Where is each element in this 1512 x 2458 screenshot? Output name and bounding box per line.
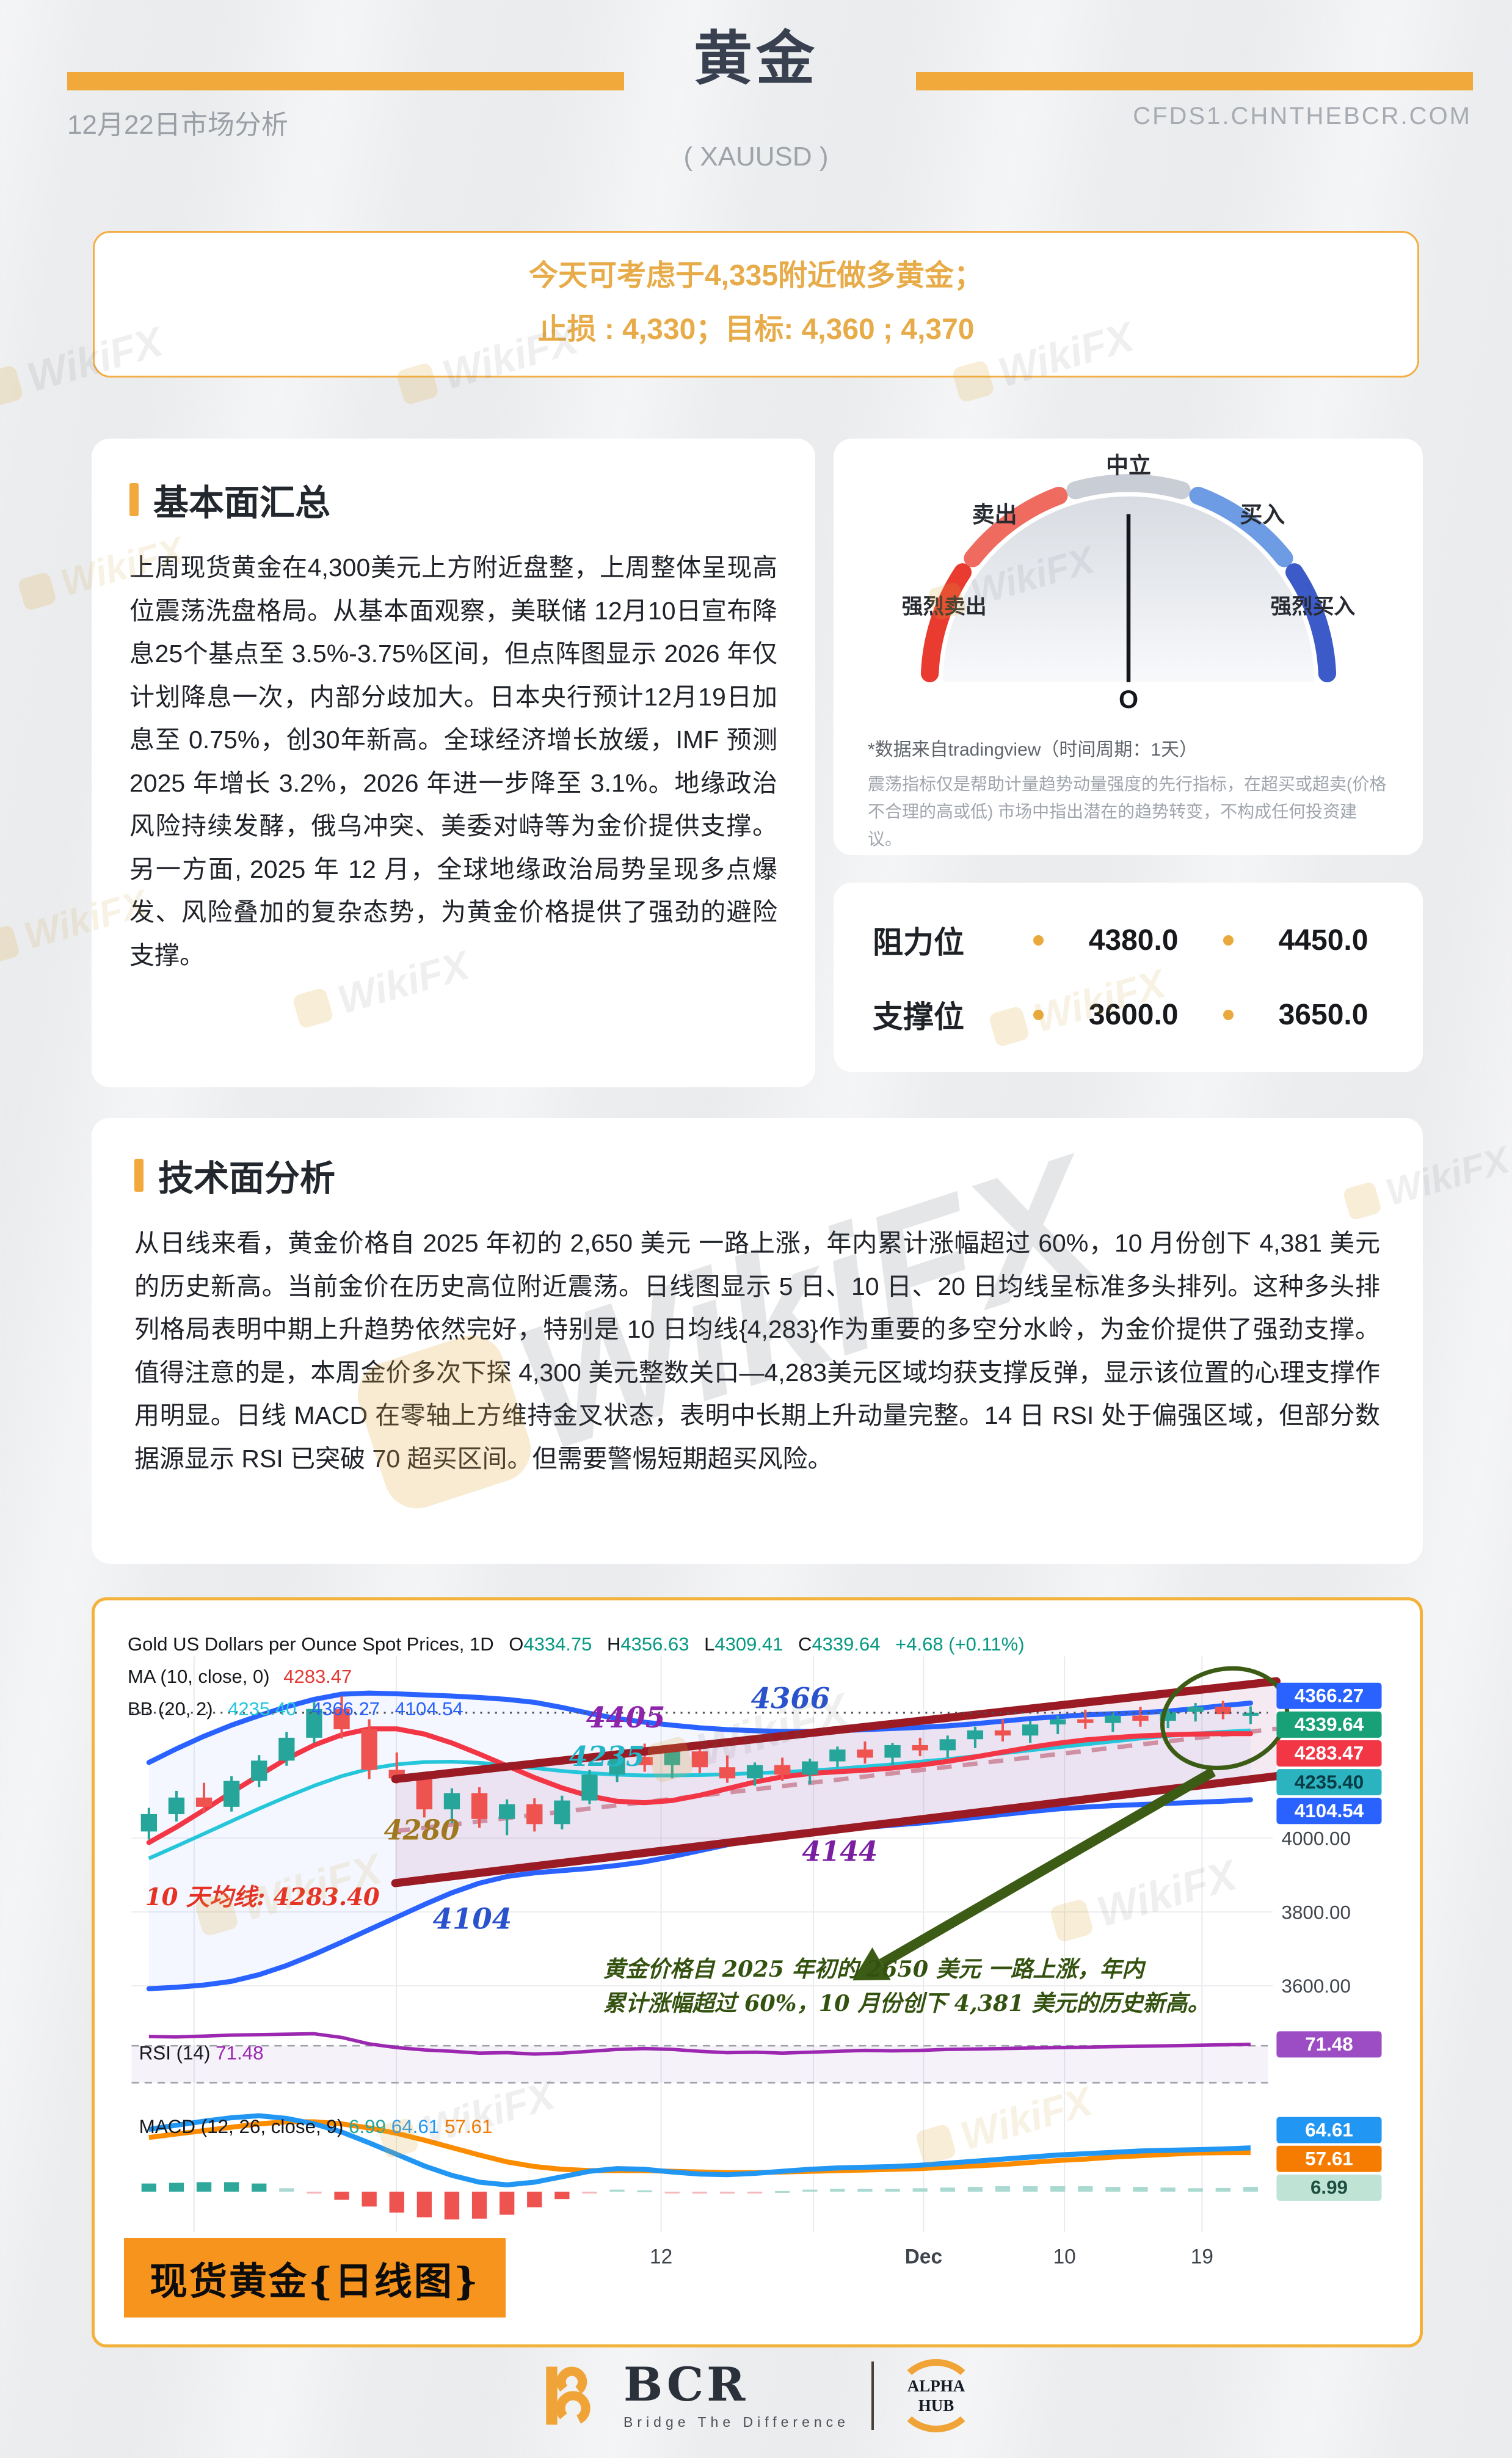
svg-text:黄金价格自 2025 年初的 2650 美元 一路上涨，年内: 黄金价格自 2025 年初的 2650 美元 一路上涨，年内 — [603, 1956, 1146, 1982]
fundamental-body: 上周现货黄金在4,300美元上方附近盘整，上周整体呈现高位震荡洗盘格局。从基本面… — [129, 553, 777, 969]
svg-text:64.61: 64.61 — [1305, 2118, 1353, 2140]
svg-text:6.99: 6.99 — [1310, 2176, 1348, 2198]
svg-text:10: 10 — [1053, 2245, 1076, 2268]
page-subtitle: ( XAUUSD ) — [683, 142, 829, 172]
resistance-value-1: 4380.0 — [1088, 924, 1179, 957]
gauge-arc-neutral — [1066, 474, 1191, 500]
bcr-brand-block: BCR Bridge The Difference — [623, 2361, 849, 2431]
wikifx-icon — [17, 571, 57, 611]
svg-text:4104: 4104 — [433, 1902, 512, 1936]
gauge-arc-strong-sell — [920, 563, 972, 683]
trade-advice-box: 今天可考虑于4,335附近做多黄金； 止损 : 4,330；目标: 4,360 … — [93, 231, 1419, 377]
header: 黄金 12月22日市场分析 CFDS1.CHNTHEBCR.COM ( XAUU… — [0, 0, 1512, 202]
svg-text:12: 12 — [650, 2245, 672, 2268]
svg-text:累计涨幅超过 60%，10 月份创下 4,381 美元的历史: 累计涨幅超过 60%，10 月份创下 4,381 美元的历史新高。 — [603, 1990, 1210, 2016]
support-value-2: 3650.0 — [1278, 998, 1368, 1031]
advice-line-1: 今天可考虑于4,335附近做多黄金； — [528, 260, 984, 292]
svg-text:4104.54: 4104.54 — [1295, 1800, 1364, 1822]
svg-text:71.48: 71.48 — [1305, 2033, 1353, 2055]
footer-divider — [871, 2361, 874, 2430]
fundamental-heading: 基本面汇总 — [153, 483, 331, 523]
bullet-dot-icon — [1223, 935, 1234, 946]
support-value-1: 3600.0 — [1088, 998, 1179, 1031]
svg-text:MACD (12, 26, close, 9) 6.99 6: MACD (12, 26, close, 9) 6.99 64.61 57.61 — [139, 2115, 493, 2137]
svg-text:4280: 4280 — [384, 1814, 460, 1846]
technical-heading-row: 技术面分析 — [134, 1150, 1380, 1201]
sentiment-gauge: O 中立 卖出 买入 强烈卖出 强烈买入 — [901, 453, 1355, 713]
support-label: 支撑位 — [873, 1000, 964, 1034]
gauge-arc-sell — [963, 486, 1068, 567]
resistance-row: 阻力位 4380.0 4450.0 — [873, 918, 1384, 962]
bullet-dot-icon — [1033, 935, 1044, 946]
support-row: 支撑位 3600.0 3650.0 — [873, 993, 1384, 1037]
gold-daily-chart: 4366 4405 4235 4280 4144 4104 10 天均线: 4283.40 黄… — [131, 1656, 1382, 2268]
accent-bar-right — [916, 72, 1473, 90]
gauge-label-buy: 买入 — [1240, 502, 1285, 527]
alpha-hub-ring-icon — [895, 2359, 976, 2432]
heading-accent-bar — [129, 483, 139, 516]
report-date: 12月22日市场分析 — [67, 110, 288, 140]
svg-text:57.61: 57.61 — [1305, 2147, 1353, 2169]
wikifx-icon — [0, 364, 24, 409]
bullet-dot-icon — [1033, 1009, 1044, 1020]
chart-title: Gold US Dollars per Ounce Spot Prices, 1… — [128, 1633, 494, 1655]
advice-line-2: 止损 : 4,330；目标: 4,360 ; 4,370 — [537, 313, 975, 346]
technical-body: 从日线来看，黄金价格自 2025 年初的 2,650 美元 一路上涨，年内累计涨… — [134, 1229, 1380, 1473]
levels-card: 阻力位 4380.0 4450.0 支撑位 3600.0 3650.0 — [834, 883, 1423, 1072]
chart-change: +4.68 (+0.11%) — [895, 1633, 1025, 1655]
svg-text:4366: 4366 — [751, 1682, 831, 1715]
technical-heading: 技术面分析 — [158, 1159, 336, 1198]
gauge-label-sell: 卖出 — [972, 502, 1017, 527]
heading-accent-bar — [134, 1159, 144, 1192]
svg-text:10 天均线: 4283.40: 10 天均线: 4283.40 — [145, 1884, 380, 1911]
bcr-tagline: Bridge The Difference — [623, 2413, 849, 2430]
svg-text:3600.00: 3600.00 — [1282, 1975, 1351, 1997]
fundamental-card: 基本面汇总 上周现货黄金在4,300美元上方附近盘整，上周整体呈现高位震荡洗盘格… — [92, 439, 815, 1087]
svg-text:4283.47: 4283.47 — [1295, 1742, 1364, 1764]
svg-text:4339.64: 4339.64 — [1295, 1713, 1364, 1735]
chart-legend: Gold US Dollars per Ounce Spot Prices, 1… — [128, 1633, 1025, 1730]
page-title: 黄金 — [694, 26, 818, 92]
svg-text:4144: 4144 — [802, 1835, 878, 1867]
site-domain: CFDS1.CHNTHEBCR.COM — [1133, 103, 1472, 129]
footer: BCR Bridge The Difference ALPHA HUB — [0, 2359, 1512, 2432]
gauge-origin-label: O — [1118, 685, 1138, 713]
fundamental-heading-row: 基本面汇总 — [129, 474, 777, 525]
accent-bar-left — [67, 72, 624, 90]
sentiment-gauge-card: O 中立 卖出 买入 强烈卖出 强烈买入 *数据来自tradingview（时间… — [834, 439, 1423, 855]
gauge-disclaimer: 震荡指标仅是帮助计量趋势动量强度的先行指标，在超买或超卖(价格不合理的高或低) … — [868, 775, 1387, 848]
bcr-logo-icon — [546, 2366, 591, 2426]
gauge-label-strong-sell: 强烈卖出 — [901, 595, 986, 619]
chart-legend-ohlc: Gold US Dollars per Ounce Spot Prices, 1… — [128, 1633, 1025, 1655]
resistance-value-2: 4450.0 — [1278, 924, 1368, 957]
svg-text:RSI (14) 71.48: RSI (14) 71.48 — [139, 2041, 264, 2063]
svg-text:4366.27: 4366.27 — [1295, 1684, 1364, 1706]
gauge-label-strong-buy: 强烈买入 — [1270, 595, 1355, 619]
gauge-arc-strong-buy — [1285, 563, 1336, 683]
chart-panel: 4366 4405 4235 4280 4144 4104 10 天均线: 4283.40 黄… — [107, 1613, 1408, 2332]
svg-text:4405: 4405 — [586, 1701, 666, 1735]
svg-text:4235.40: 4235.40 — [1295, 1771, 1364, 1793]
alpha-hub-badge: ALPHA HUB — [895, 2359, 976, 2432]
chart-legend-bb: BB (20, 2) 4235.40 4366.27 4104.54 — [128, 1698, 463, 1720]
bcr-wordmark: BCR — [623, 2357, 749, 2412]
technical-card: 技术面分析 从日线来看，黄金价格自 2025 年初的 2,650 美元 一路上涨… — [92, 1118, 1423, 1564]
svg-text:Dec: Dec — [905, 2245, 942, 2268]
gauge-label-neutral: 中立 — [1106, 453, 1151, 478]
gauge-source-note: *数据来自tradingview（时间周期：1天） — [868, 740, 1198, 760]
svg-text:4235: 4235 — [569, 1740, 645, 1773]
wikifx-icon — [0, 924, 21, 965]
chart-card: 4366 4405 4235 4280 4144 4104 10 天均线: 4283.40 黄… — [92, 1597, 1423, 2347]
resistance-label: 阻力位 — [873, 925, 964, 960]
svg-text:4000.00: 4000.00 — [1282, 1827, 1351, 1849]
gauge-arc-buy — [1188, 486, 1293, 567]
chart-tag-label: 现货黄金{日线图} — [124, 2238, 506, 2318]
svg-text:19: 19 — [1191, 2245, 1213, 2268]
svg-text:3800.00: 3800.00 — [1282, 1901, 1351, 1923]
chart-legend-ma: MA (10, close, 0) 4283.47 — [128, 1666, 352, 1687]
bullet-dot-icon — [1223, 1009, 1234, 1020]
